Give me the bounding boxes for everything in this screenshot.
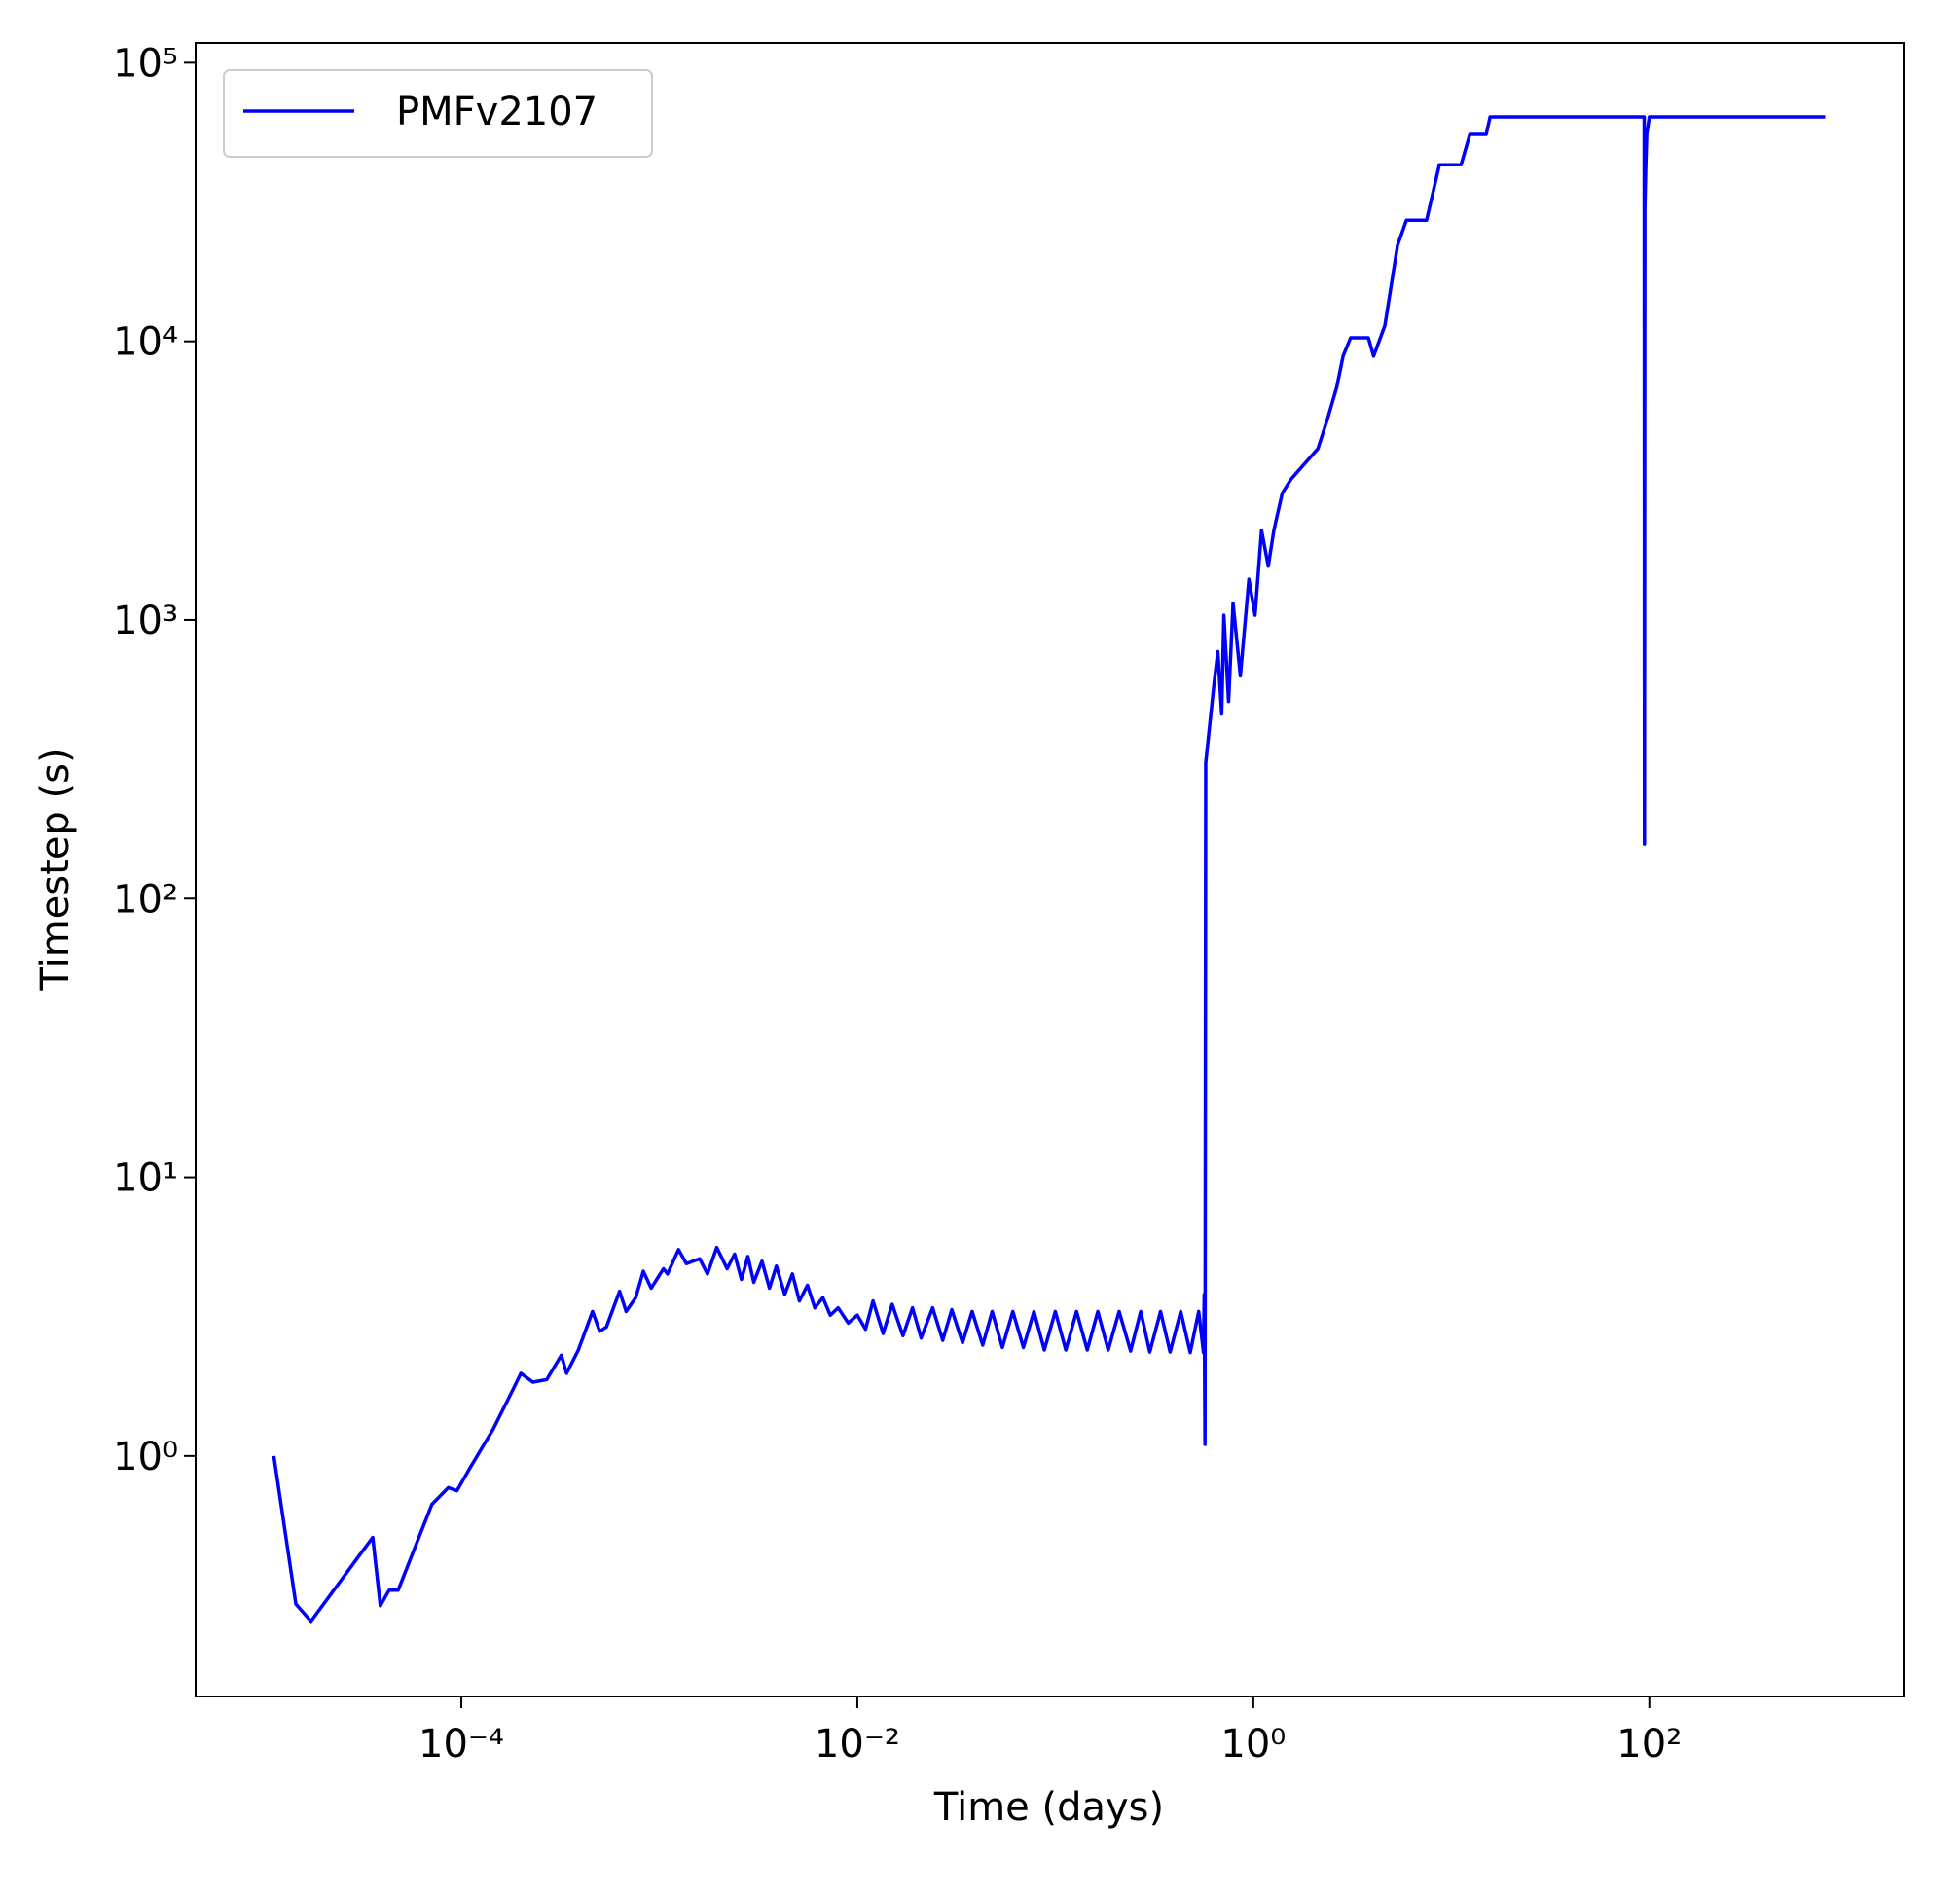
- legend-box: [223, 69, 653, 158]
- y-tick-label: 10²: [113, 877, 178, 922]
- x-tick-label: 10²: [1616, 1722, 1682, 1767]
- x-tick-label: 10⁻²: [815, 1722, 900, 1767]
- y-tick-label: 10⁵: [113, 41, 178, 86]
- x-tick-label: 10⁻⁴: [418, 1722, 504, 1767]
- y-tick-label: 10⁴: [113, 320, 178, 365]
- data-line: [272, 115, 1826, 1624]
- y-tick-label: 10⁰: [113, 1435, 178, 1479]
- x-axis-label: Time (days): [933, 1785, 1164, 1830]
- plot-frame: [195, 42, 1905, 1697]
- x-tick-label: 10⁰: [1220, 1722, 1286, 1767]
- y-axis-label: Timestep (s): [33, 748, 78, 991]
- y-tick-label: 10³: [113, 599, 178, 643]
- legend-label: PMFv2107: [396, 90, 598, 134]
- y-tick-label: 10¹: [113, 1156, 178, 1201]
